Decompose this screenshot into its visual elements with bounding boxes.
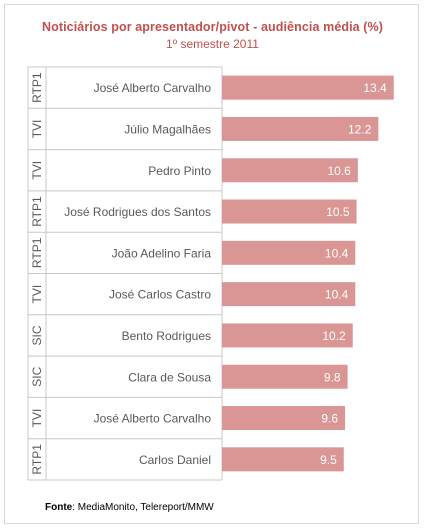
bar (222, 447, 344, 472)
bar (222, 158, 358, 183)
data-label: 9.5 (320, 453, 337, 467)
category-label: Bento Rodrigues (122, 329, 211, 343)
data-label: 13.4 (363, 81, 387, 95)
category-label: José Alberto Carvalho (94, 412, 212, 426)
channel-label: TVI (30, 161, 44, 180)
category-label: Carlos Daniel (139, 453, 211, 467)
category-label: João Adelino Faria (112, 246, 212, 260)
data-label: 10.4 (325, 288, 349, 302)
source-text: : MediaMonito, Telereport/MMW (72, 502, 214, 513)
data-label: 10.4 (325, 246, 349, 260)
bar (222, 323, 353, 348)
channel-label: TVI (30, 120, 44, 139)
category-label: José Carlos Castro (109, 288, 211, 302)
data-label: 9.8 (324, 370, 341, 384)
channel-label: TVI (30, 409, 44, 428)
channel-label: TVI (30, 285, 44, 304)
chart-title: Noticiários por apresentador/pivot - aud… (41, 20, 384, 34)
category-label: Pedro Pinto (148, 164, 211, 178)
source-label: Fonte (45, 502, 73, 513)
source-note: Fonte: MediaMonito, Telereport/MMW (45, 502, 214, 513)
bar (222, 406, 346, 431)
data-label: 10.5 (326, 205, 350, 219)
category-label: José Rodrigues dos Santos (64, 205, 211, 219)
chart-subtitle: 1º semestre 2011 (166, 37, 259, 51)
bar (222, 282, 356, 307)
channel-label: RTP1 (30, 444, 44, 475)
data-label: 9.6 (321, 412, 338, 426)
channel-label: SIC (30, 325, 44, 345)
channel-label: RTP1 (30, 237, 44, 268)
channel-label: RTP1 (30, 196, 44, 227)
channel-label: RTP1 (30, 72, 44, 103)
bar (222, 75, 394, 100)
data-label: 10.2 (322, 329, 346, 343)
data-label: 12.2 (348, 122, 372, 136)
data-label: 10.6 (327, 164, 351, 178)
category-label: Clara de Sousa (128, 370, 211, 384)
bar (222, 116, 379, 141)
bar (222, 364, 348, 389)
bar (222, 240, 356, 265)
category-label: José Alberto Carvalho (94, 81, 212, 95)
category-label: Júlio Magalhães (124, 122, 211, 136)
bar (222, 199, 357, 224)
channel-label: SIC (30, 366, 44, 386)
